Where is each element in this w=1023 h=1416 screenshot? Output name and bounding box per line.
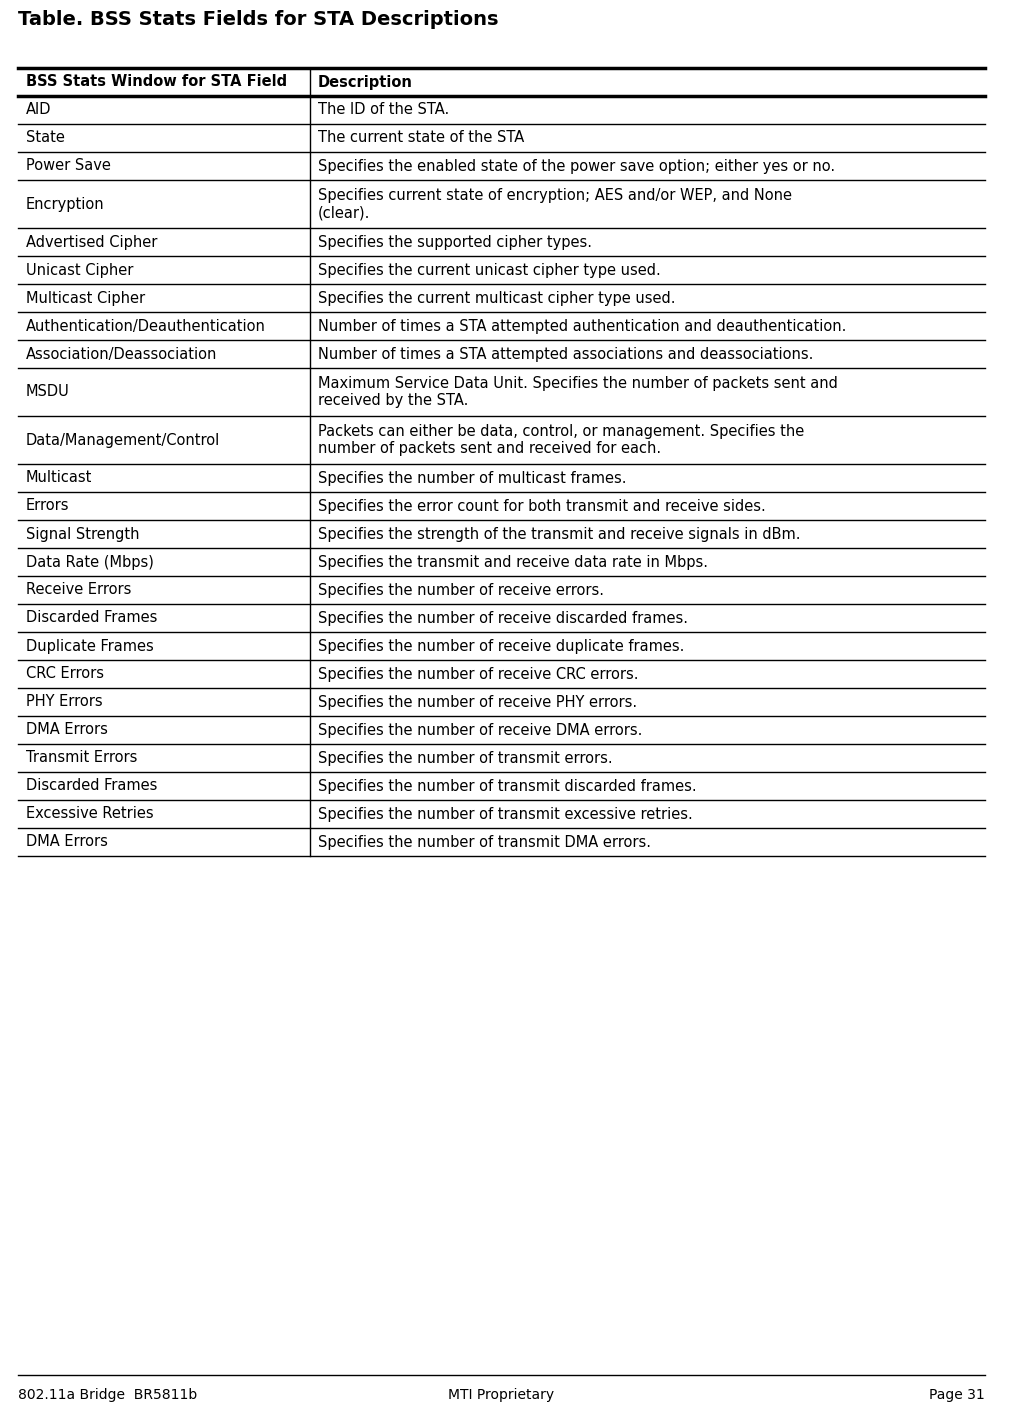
Text: Number of times a STA attempted associations and deassociations.: Number of times a STA attempted associat… xyxy=(318,347,813,361)
Text: Specifies the number of transmit errors.: Specifies the number of transmit errors. xyxy=(318,750,613,766)
Text: BSS Stats Window for STA Field: BSS Stats Window for STA Field xyxy=(26,75,287,89)
Text: Specifies the supported cipher types.: Specifies the supported cipher types. xyxy=(318,235,592,249)
Text: Encryption: Encryption xyxy=(26,197,104,211)
Text: Receive Errors: Receive Errors xyxy=(26,582,131,598)
Text: Excessive Retries: Excessive Retries xyxy=(26,807,153,821)
Text: Table. BSS Stats Fields for STA Descriptions: Table. BSS Stats Fields for STA Descript… xyxy=(18,10,498,28)
Text: Duplicate Frames: Duplicate Frames xyxy=(26,639,153,654)
Text: Specifies the enabled state of the power save option; either yes or no.: Specifies the enabled state of the power… xyxy=(318,159,835,174)
Text: Description: Description xyxy=(318,75,413,89)
Text: Signal Strength: Signal Strength xyxy=(26,527,139,541)
Text: Specifies the transmit and receive data rate in Mbps.: Specifies the transmit and receive data … xyxy=(318,555,708,569)
Text: Specifies the number of receive PHY errors.: Specifies the number of receive PHY erro… xyxy=(318,694,637,709)
Text: Specifies current state of encryption; AES and/or WEP, and None
(clear).: Specifies current state of encryption; A… xyxy=(318,188,792,221)
Text: Specifies the number of transmit excessive retries.: Specifies the number of transmit excessi… xyxy=(318,807,693,821)
Text: AID: AID xyxy=(26,102,51,118)
Text: Multicast Cipher: Multicast Cipher xyxy=(26,290,145,306)
Text: MTI Proprietary: MTI Proprietary xyxy=(448,1388,554,1402)
Text: Multicast: Multicast xyxy=(26,470,92,486)
Text: Data/Management/Control: Data/Management/Control xyxy=(26,432,220,447)
Text: PHY Errors: PHY Errors xyxy=(26,694,102,709)
Text: DMA Errors: DMA Errors xyxy=(26,834,107,850)
Text: Specifies the number of receive CRC errors.: Specifies the number of receive CRC erro… xyxy=(318,667,638,681)
Text: Specifies the number of multicast frames.: Specifies the number of multicast frames… xyxy=(318,470,626,486)
Text: Maximum Service Data Unit. Specifies the number of packets sent and
received by : Maximum Service Data Unit. Specifies the… xyxy=(318,375,838,408)
Text: Specifies the number of transmit discarded frames.: Specifies the number of transmit discard… xyxy=(318,779,697,793)
Text: Packets can either be data, control, or management. Specifies the
number of pack: Packets can either be data, control, or … xyxy=(318,423,804,456)
Text: Specifies the current unicast cipher type used.: Specifies the current unicast cipher typ… xyxy=(318,262,661,278)
Text: Specifies the number of receive discarded frames.: Specifies the number of receive discarde… xyxy=(318,610,688,626)
Text: Power Save: Power Save xyxy=(26,159,110,174)
Text: CRC Errors: CRC Errors xyxy=(26,667,104,681)
Text: Authentication/Deauthentication: Authentication/Deauthentication xyxy=(26,319,266,334)
Text: Discarded Frames: Discarded Frames xyxy=(26,779,158,793)
Text: Specifies the current multicast cipher type used.: Specifies the current multicast cipher t… xyxy=(318,290,675,306)
Text: The current state of the STA: The current state of the STA xyxy=(318,130,524,146)
Text: Data Rate (Mbps): Data Rate (Mbps) xyxy=(26,555,153,569)
Text: MSDU: MSDU xyxy=(26,385,70,399)
Text: Page 31: Page 31 xyxy=(929,1388,985,1402)
Text: Specifies the number of receive DMA errors.: Specifies the number of receive DMA erro… xyxy=(318,722,642,738)
Text: Number of times a STA attempted authentication and deauthentication.: Number of times a STA attempted authenti… xyxy=(318,319,846,334)
Text: The ID of the STA.: The ID of the STA. xyxy=(318,102,449,118)
Text: Association/Deassociation: Association/Deassociation xyxy=(26,347,217,361)
Text: State: State xyxy=(26,130,64,146)
Text: Transmit Errors: Transmit Errors xyxy=(26,750,137,766)
Text: Unicast Cipher: Unicast Cipher xyxy=(26,262,133,278)
Text: DMA Errors: DMA Errors xyxy=(26,722,107,738)
Text: Specifies the error count for both transmit and receive sides.: Specifies the error count for both trans… xyxy=(318,498,766,514)
Text: Specifies the strength of the transmit and receive signals in dBm.: Specifies the strength of the transmit a… xyxy=(318,527,801,541)
Text: Specifies the number of transmit DMA errors.: Specifies the number of transmit DMA err… xyxy=(318,834,651,850)
Text: Discarded Frames: Discarded Frames xyxy=(26,610,158,626)
Text: Errors: Errors xyxy=(26,498,70,514)
Text: 802.11a Bridge  BR5811b: 802.11a Bridge BR5811b xyxy=(18,1388,197,1402)
Text: Specifies the number of receive duplicate frames.: Specifies the number of receive duplicat… xyxy=(318,639,684,654)
Text: Advertised Cipher: Advertised Cipher xyxy=(26,235,158,249)
Text: Specifies the number of receive errors.: Specifies the number of receive errors. xyxy=(318,582,604,598)
